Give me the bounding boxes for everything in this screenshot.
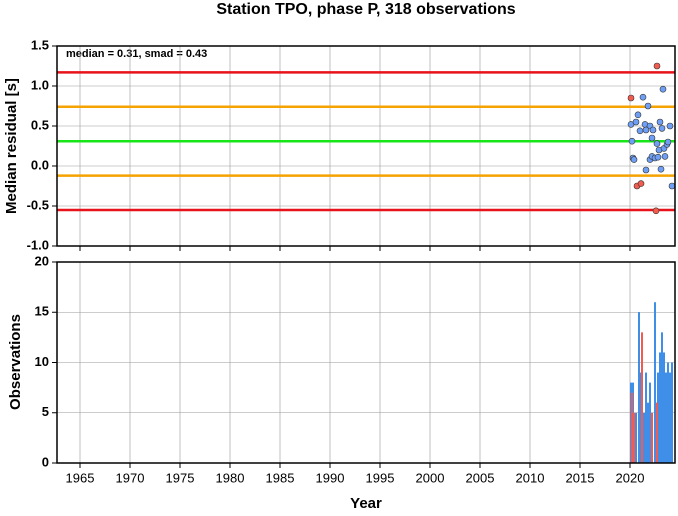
bar (633, 412, 635, 463)
data-point (656, 118, 664, 126)
x-tick-label: 1970 (116, 470, 145, 485)
y-tick-label: 0 (42, 454, 49, 469)
x-tick-label: 1990 (316, 470, 345, 485)
bar (654, 302, 656, 463)
bar (669, 372, 671, 463)
x-axis-label: Year (350, 495, 382, 511)
bar (641, 332, 643, 463)
data-point (654, 153, 662, 161)
data-point (658, 125, 666, 132)
bar (656, 402, 658, 463)
data-point (642, 126, 650, 134)
y-tick-label: -1.0 (27, 237, 49, 252)
bar (663, 352, 665, 463)
y-tick-label: 1.5 (31, 37, 49, 52)
data-point (649, 126, 657, 134)
annotation: median = 0.31, smad = 0.43 (66, 48, 207, 60)
y-tick-label: 15 (35, 304, 49, 319)
y-tick-label: 1.0 (31, 77, 49, 92)
y-axis-label: Observations (7, 314, 24, 410)
bar (667, 362, 669, 463)
x-tick-label: 2010 (516, 470, 545, 485)
plot-frame (56, 45, 676, 247)
plot-frame (56, 261, 676, 464)
data-point (652, 207, 660, 215)
data-point (664, 138, 672, 146)
x-tick-label: 1985 (266, 470, 295, 485)
bar (631, 392, 633, 463)
data-point (661, 153, 669, 160)
x-tick-label: 2015 (566, 470, 595, 485)
bar (645, 372, 647, 463)
bar (651, 412, 653, 463)
y-tick-label: 10 (35, 354, 49, 369)
bar (659, 352, 661, 463)
x-tick-label: 1980 (216, 470, 245, 485)
data-point (628, 137, 636, 145)
y-tick-label: -0.5 (27, 197, 49, 212)
bar (638, 312, 640, 463)
data-point (666, 122, 674, 130)
data-point (634, 111, 642, 119)
data-point (637, 180, 645, 187)
y-tick-label: 20 (35, 253, 49, 268)
data-point (653, 62, 661, 70)
data-point (648, 134, 656, 142)
bar (647, 402, 649, 463)
data-point (627, 94, 635, 102)
x-tick-label: 2020 (616, 470, 645, 485)
x-tick-label: 1975 (166, 470, 195, 485)
data-point (668, 182, 676, 190)
bar (643, 412, 645, 463)
bar (671, 362, 673, 463)
y-tick-label: 0.5 (31, 117, 49, 132)
bar (635, 412, 637, 463)
data-point (636, 127, 644, 135)
data-point (630, 156, 638, 163)
bar (649, 382, 651, 463)
data-point (642, 166, 650, 174)
x-tick-label: 1995 (366, 470, 395, 485)
bar (665, 372, 667, 463)
bar (661, 332, 663, 463)
data-point (657, 165, 665, 173)
data-point (639, 93, 647, 101)
data-point (653, 140, 661, 147)
chart-title: Station TPO, phase P, 318 observations (216, 1, 515, 18)
x-tick-label: 1965 (66, 470, 95, 485)
y-tick-label: 5 (42, 404, 49, 419)
data-point (632, 118, 640, 126)
x-tick-label: 2000 (416, 470, 445, 485)
y-tick-label: 0.0 (31, 157, 49, 172)
x-tick-label: 2005 (466, 470, 495, 485)
y-axis-label: Median residual [s] (3, 78, 20, 214)
data-point (659, 85, 667, 93)
data-point (644, 102, 652, 110)
